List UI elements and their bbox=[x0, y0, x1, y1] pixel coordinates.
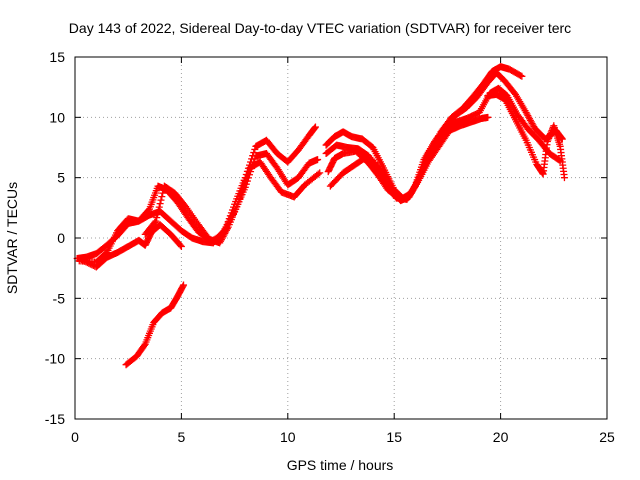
x-tick-label: 25 bbox=[599, 429, 615, 445]
series-I bbox=[326, 113, 492, 202]
data-point bbox=[311, 123, 319, 131]
data-point bbox=[251, 145, 259, 153]
data-point bbox=[517, 72, 525, 80]
series-D bbox=[141, 158, 324, 247]
x-tick-label: 15 bbox=[386, 429, 402, 445]
x-axis-label: GPS time / hours bbox=[287, 457, 394, 473]
y-axis-label: SDTVAR / TECUs bbox=[4, 182, 20, 294]
x-tick-label: 10 bbox=[280, 429, 296, 445]
data-point bbox=[156, 200, 164, 208]
data-point bbox=[518, 72, 526, 80]
data-point bbox=[238, 188, 246, 196]
data-point bbox=[180, 281, 188, 289]
data-point bbox=[314, 156, 322, 164]
data-point bbox=[153, 214, 161, 222]
data-point bbox=[244, 167, 252, 175]
axis-ticks: 0 5 10 15 20 25 -15 -10 -5 0 5 10 15 bbox=[45, 49, 615, 445]
grid bbox=[75, 57, 607, 419]
y-tick-label: 10 bbox=[49, 109, 65, 125]
chart-title: Day 143 of 2022, Sidereal Day-to-day VTE… bbox=[69, 20, 571, 36]
x-tick-label: 20 bbox=[493, 429, 509, 445]
data-point bbox=[236, 194, 244, 202]
data-point bbox=[239, 184, 247, 192]
y-tick-label: -10 bbox=[45, 351, 65, 367]
data-point bbox=[176, 241, 184, 249]
series-F bbox=[322, 63, 526, 202]
x-tick-label: 0 bbox=[71, 429, 79, 445]
y-tick-label: 15 bbox=[49, 49, 65, 65]
series-E bbox=[122, 281, 188, 369]
y-tick-label: -15 bbox=[45, 411, 65, 427]
data-point bbox=[314, 170, 322, 178]
data-point bbox=[241, 178, 249, 186]
data-point bbox=[155, 203, 163, 211]
data-point bbox=[242, 174, 250, 182]
data-point bbox=[158, 193, 166, 201]
data-point bbox=[235, 198, 243, 206]
data-point bbox=[484, 113, 492, 121]
data-point bbox=[154, 210, 162, 218]
data-point bbox=[152, 217, 160, 225]
x-tick-label: 5 bbox=[178, 429, 186, 445]
y-tick-label: 5 bbox=[57, 170, 65, 186]
data-point bbox=[243, 171, 251, 179]
data-point bbox=[316, 169, 324, 177]
data-point bbox=[177, 242, 185, 250]
data-point bbox=[151, 218, 159, 226]
data-point bbox=[237, 191, 245, 199]
data-point bbox=[558, 135, 566, 143]
data-point bbox=[157, 196, 165, 204]
data-point bbox=[223, 225, 231, 233]
data-point bbox=[154, 207, 162, 215]
series-B bbox=[75, 150, 322, 266]
data-point bbox=[159, 189, 167, 197]
series-J bbox=[484, 90, 568, 182]
data-point bbox=[413, 180, 421, 188]
data-point bbox=[560, 174, 568, 182]
y-tick-label: -5 bbox=[53, 290, 66, 306]
y-tick-label: 0 bbox=[57, 230, 65, 246]
data-point bbox=[240, 181, 248, 189]
series-C bbox=[77, 221, 185, 271]
data-marks bbox=[73, 63, 568, 369]
